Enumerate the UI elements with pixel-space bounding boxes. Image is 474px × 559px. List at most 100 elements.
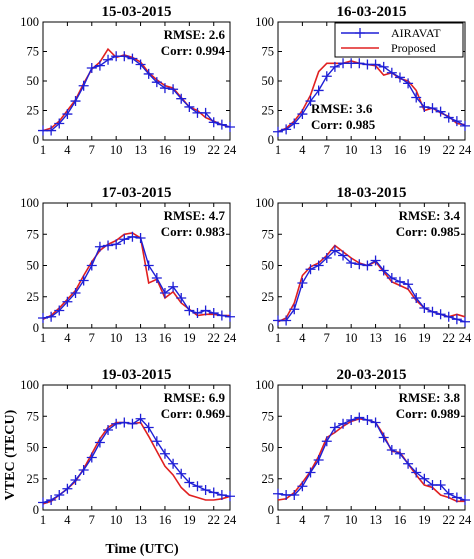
y-tick-label: 50 bbox=[27, 441, 40, 455]
x-tick-label: 13 bbox=[369, 513, 382, 527]
x-tick-label: 24 bbox=[224, 513, 237, 527]
data-point-airavat bbox=[208, 308, 219, 318]
data-point-airavat bbox=[419, 303, 430, 313]
x-tick-label: 22 bbox=[207, 143, 220, 157]
y-tick-label: 0 bbox=[33, 321, 39, 335]
x-tick-label: 24 bbox=[224, 331, 237, 345]
x-tick-label: 7 bbox=[324, 331, 330, 345]
data-point-airavat bbox=[176, 468, 187, 479]
data-point-airavat bbox=[176, 93, 187, 104]
data-point-airavat bbox=[225, 122, 235, 133]
x-tick-label: 4 bbox=[299, 143, 306, 157]
data-point-airavat bbox=[321, 71, 332, 82]
x-tick-label: 1 bbox=[40, 513, 46, 527]
data-point-airavat bbox=[427, 306, 438, 317]
data-point-airavat bbox=[103, 425, 114, 435]
data-point-airavat bbox=[403, 279, 414, 290]
y-tick-label: 75 bbox=[27, 45, 40, 59]
data-point-airavat bbox=[427, 103, 438, 114]
data-point-airavat bbox=[394, 448, 405, 459]
panel-title: 20-03-2015 bbox=[337, 367, 407, 383]
y-tick-label: 50 bbox=[262, 441, 275, 455]
y-tick-label: 50 bbox=[262, 259, 275, 273]
y-tick-label: 100 bbox=[255, 196, 274, 210]
data-point-airavat bbox=[386, 67, 397, 78]
panel-15-03-2015: 15-03-2015 0 25 50 75 100 1 4 7 10 13 16 19 22 24 RMSE:… bbox=[20, 4, 237, 157]
plot-frame bbox=[42, 21, 231, 141]
stats-annotation: RMSE: 3.4 bbox=[399, 208, 461, 223]
data-point-airavat bbox=[386, 445, 397, 455]
data-point-airavat bbox=[94, 241, 105, 252]
data-point-airavat bbox=[184, 101, 195, 112]
data-point-airavat bbox=[435, 309, 446, 320]
data-point-airavat bbox=[176, 293, 187, 303]
data-point-airavat bbox=[305, 264, 316, 275]
x-tick-label: 7 bbox=[324, 513, 330, 527]
data-point-airavat bbox=[451, 314, 462, 325]
y-tick-label: 50 bbox=[27, 74, 40, 88]
data-point-airavat bbox=[103, 240, 114, 251]
x-tick-label: 22 bbox=[442, 331, 455, 345]
data-point-airavat bbox=[281, 124, 292, 135]
data-point-airavat bbox=[38, 497, 48, 508]
stats-annotation: RMSE: 4.7 bbox=[164, 208, 226, 223]
y-tick-label: 0 bbox=[33, 503, 39, 517]
data-point-airavat bbox=[54, 490, 65, 500]
x-tick-label: 10 bbox=[110, 331, 123, 345]
data-point-airavat bbox=[127, 418, 138, 429]
data-point-airavat bbox=[111, 239, 122, 250]
x-tick-label: 7 bbox=[324, 143, 330, 157]
x-tick-label: 13 bbox=[134, 513, 147, 527]
data-point-airavat bbox=[386, 273, 397, 283]
x-tick-label: 13 bbox=[134, 331, 147, 345]
series-line-airavat bbox=[42, 417, 231, 504]
x-tick-label: 10 bbox=[345, 143, 358, 157]
plot-frame bbox=[42, 202, 231, 329]
data-point-airavat bbox=[297, 481, 308, 492]
data-point-airavat bbox=[411, 92, 422, 103]
data-point-airavat bbox=[200, 107, 211, 118]
data-point-airavat bbox=[362, 260, 373, 271]
data-point-airavat bbox=[346, 258, 357, 268]
data-point-airavat bbox=[289, 304, 300, 315]
data-point-airavat bbox=[289, 118, 300, 129]
y-tick-label: 75 bbox=[262, 45, 275, 59]
data-point-airavat bbox=[451, 116, 462, 127]
x-tick-label: 10 bbox=[345, 513, 358, 527]
x-tick-label: 4 bbox=[64, 331, 71, 345]
series-line-proposed bbox=[42, 232, 230, 321]
x-tick-label: 19 bbox=[418, 331, 431, 345]
data-point-airavat bbox=[200, 485, 211, 495]
y-tick-label: 75 bbox=[27, 409, 40, 423]
data-point-airavat bbox=[403, 78, 414, 89]
panel-17-03-2015: 17-03-2015 0 25 50 75 100 1 4 7 10 13 16 19 22 24 RMSE:… bbox=[20, 185, 237, 345]
data-point-airavat bbox=[38, 313, 48, 323]
y-tick-label: 25 bbox=[262, 290, 275, 304]
y-tick-label: 75 bbox=[27, 227, 40, 241]
data-point-airavat bbox=[225, 311, 235, 322]
x-tick-label: 4 bbox=[64, 513, 71, 527]
data-point-airavat bbox=[54, 305, 65, 316]
data-point-airavat bbox=[151, 77, 162, 88]
data-point-airavat bbox=[168, 84, 179, 95]
stats-annotation: Corr: 0.989 bbox=[396, 406, 461, 421]
x-tick-label: 16 bbox=[394, 513, 407, 527]
data-point-airavat bbox=[313, 260, 324, 271]
y-tick-label: 0 bbox=[33, 133, 39, 147]
data-point-airavat bbox=[216, 119, 227, 130]
x-tick-label: 13 bbox=[134, 143, 147, 157]
y-tick-label: 0 bbox=[268, 133, 274, 147]
data-point-airavat bbox=[216, 490, 227, 500]
x-tick-label: 4 bbox=[64, 143, 71, 157]
data-point-airavat bbox=[281, 315, 292, 326]
data-point-airavat bbox=[62, 109, 73, 120]
y-tick-label: 75 bbox=[262, 227, 275, 241]
data-point-airavat bbox=[435, 480, 446, 490]
data-point-airavat bbox=[184, 305, 195, 316]
data-point-airavat bbox=[338, 418, 349, 429]
data-point-airavat bbox=[460, 120, 470, 131]
data-point-airavat bbox=[135, 59, 146, 70]
data-point-airavat bbox=[338, 250, 349, 261]
x-tick-label: 1 bbox=[40, 331, 46, 345]
data-point-airavat bbox=[168, 458, 179, 469]
